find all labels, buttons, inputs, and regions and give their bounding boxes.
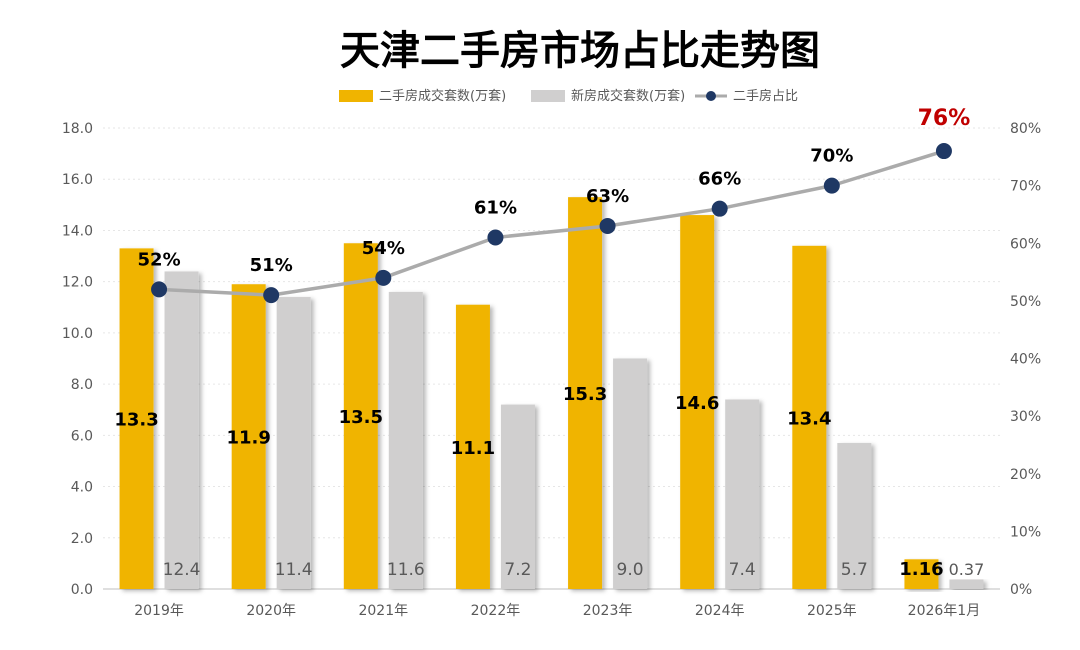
ratio-point [935, 143, 952, 160]
y-right-tick-label: 80% [1010, 121, 1041, 137]
x-tick-label: 2023年 [583, 603, 633, 619]
x-tick-label: 2025年 [807, 603, 857, 619]
y-axis-right: 0% 10% 20% 30% 40% 50% 60% 70% 80% [1010, 121, 1041, 598]
data-label-newhome: 7.2 [504, 560, 531, 580]
y-right-tick-label: 0% [1010, 582, 1032, 598]
x-tick-label: 2019年 [134, 603, 184, 619]
data-label-newhome: 11.6 [387, 560, 425, 580]
bar-newhome [613, 358, 648, 589]
data-label-secondhand: 13.5 [339, 407, 383, 428]
bar-newhome [500, 404, 535, 589]
y-left-tick-label: 14.0 [62, 223, 93, 239]
bar-secondhand [119, 248, 154, 589]
legend-label-secondhand: 二手房成交套数(万套) [379, 88, 506, 104]
ratio-point [487, 229, 504, 246]
data-label-newhome: 7.4 [729, 560, 756, 580]
y-axis-left: 0.0 2.0 4.0 6.0 8.0 10.0 12.0 14.0 16.0 18.0 [62, 121, 93, 598]
data-label-secondhand: 13.3 [114, 410, 158, 431]
data-label-secondhand: 11.1 [451, 438, 495, 459]
x-tick-label: 2022年 [471, 603, 521, 619]
y-left-tick-label: 16.0 [62, 172, 93, 188]
legend-marker-ratio [706, 91, 716, 101]
y-right-tick-label: 20% [1010, 467, 1041, 483]
y-left-tick-label: 10.0 [62, 326, 93, 342]
y-left-tick-label: 6.0 [71, 428, 93, 444]
y-left-tick-label: 2.0 [71, 531, 93, 547]
data-label-ratio: 52% [138, 249, 181, 270]
bar-secondhand [568, 197, 603, 589]
ratio-point [711, 200, 728, 217]
data-label-newhome: 12.4 [163, 560, 201, 580]
bars [119, 197, 984, 590]
y-left-tick-label: 8.0 [71, 377, 93, 393]
ratio-point [599, 217, 616, 234]
y-right-tick-label: 50% [1010, 294, 1041, 310]
data-label-newhome: 5.7 [841, 560, 868, 580]
data-label-secondhand: 15.3 [563, 384, 607, 405]
x-tick-label: 2021年 [358, 603, 408, 619]
ratio-point [823, 177, 840, 194]
legend-swatch-newhome [531, 90, 565, 102]
legend-label-ratio: 二手房占比 [733, 88, 798, 104]
ratio-point [375, 269, 392, 286]
bar-newhome [949, 579, 984, 589]
bar-newhome [388, 291, 423, 589]
y-right-tick-label: 70% [1010, 179, 1041, 195]
data-label-secondhand: 11.9 [226, 428, 270, 449]
data-label-ratio: 61% [474, 197, 517, 218]
y-left-tick-label: 0.0 [71, 582, 93, 598]
legend: 二手房成交套数(万套) 新房成交套数(万套) 二手房占比 [339, 88, 798, 104]
data-label-ratio: 70% [810, 146, 853, 167]
x-tick-label: 2020年 [246, 603, 296, 619]
data-label-ratio: 54% [362, 238, 405, 259]
data-label-ratio: 66% [698, 169, 741, 190]
y-left-tick-label: 4.0 [71, 480, 93, 496]
y-left-tick-label: 12.0 [62, 275, 93, 291]
bar-secondhand [455, 304, 490, 589]
y-right-tick-label: 10% [1010, 524, 1041, 540]
data-label-ratio: 76% [918, 106, 971, 131]
data-label-ratio: 63% [586, 186, 629, 207]
bar-secondhand [680, 215, 715, 590]
bar-newhome [837, 443, 872, 589]
data-label-newhome: 9.0 [617, 560, 644, 580]
ratio-polyline [158, 149, 945, 297]
y-left-tick-label: 18.0 [62, 121, 93, 137]
legend-swatch-secondhand [339, 90, 373, 102]
data-label-newhome: 11.4 [275, 560, 313, 580]
bar-newhome [164, 271, 199, 589]
x-axis: 2019年 2020年 2021年 2022年 2023年 2024年 2025年 2026年… [134, 603, 980, 619]
bar-newhome [276, 297, 311, 589]
data-label-ratio: 51% [250, 255, 293, 276]
x-tick-label: 2024年 [695, 603, 745, 619]
bar-secondhand [904, 559, 939, 589]
y-right-tick-label: 40% [1010, 352, 1041, 368]
y-right-tick-label: 60% [1010, 236, 1041, 252]
bar-secondhand [792, 245, 827, 590]
ratio-line [151, 143, 952, 304]
bar-newhome [725, 399, 760, 589]
y-right-tick-label: 30% [1010, 409, 1041, 425]
bar-secondhand [343, 243, 378, 589]
data-label-newhome: 0.37 [949, 560, 985, 579]
data-labels: 13.3 11.9 13.5 11.1 15.3 14.6 13.4 1.16 12.4 11.4… [114, 106, 984, 580]
data-label-secondhand: 13.4 [787, 408, 831, 429]
ratio-point [263, 287, 280, 304]
bar-secondhand [231, 284, 266, 589]
x-tick-label: 2026年1月 [908, 603, 981, 619]
legend-label-newhome: 新房成交套数(万套) [571, 88, 685, 104]
data-label-secondhand: 1.16 [899, 559, 943, 580]
data-label-secondhand: 14.6 [675, 393, 719, 414]
ratio-point [151, 281, 168, 298]
chart-title: 天津二手房市场占比走势图 [340, 28, 820, 74]
